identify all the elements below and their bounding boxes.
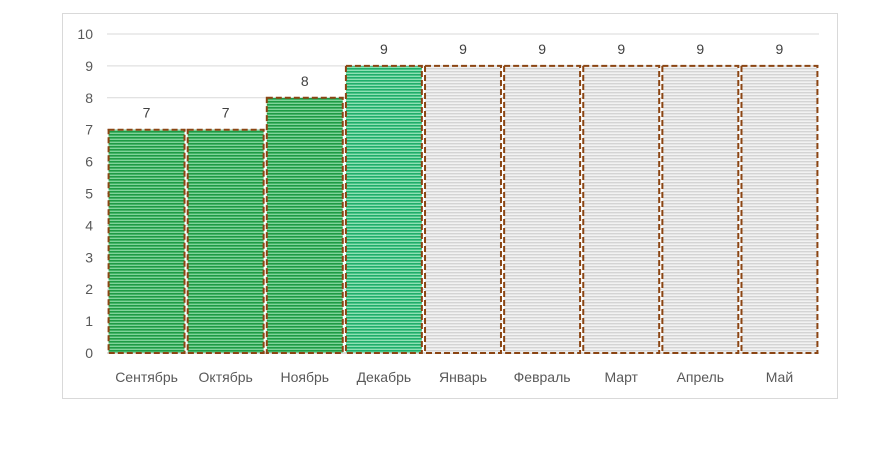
x-category-label: Март xyxy=(604,369,638,385)
y-tick-label: 7 xyxy=(85,122,93,138)
y-tick-label: 6 xyxy=(85,154,93,170)
data-label: 8 xyxy=(301,73,309,89)
data-label: 7 xyxy=(222,105,230,121)
bar-chart: 0 1 2 3 4 5 6 7 8 9 10 7 7 8 9 9 9 9 9 9 Сентябрь Октябрь Но… xyxy=(77,26,819,385)
chart-area: 0 1 2 3 4 5 6 7 8 9 10 7 7 8 9 9 9 9 9 9 Сентябрь Октябрь Но… xyxy=(62,13,838,399)
y-tick-label: 10 xyxy=(77,26,93,42)
data-label: 9 xyxy=(696,41,704,57)
bar-9 xyxy=(740,64,819,355)
y-tick-label: 0 xyxy=(85,345,93,361)
y-tick-label: 5 xyxy=(85,186,93,202)
x-category-label: Ноябрь xyxy=(280,369,329,385)
y-tick-label: 3 xyxy=(85,249,93,265)
x-category-label: Январь xyxy=(439,369,487,385)
bar-3 xyxy=(265,96,344,354)
bar-7 xyxy=(582,64,661,355)
x-category-label: Сентябрь xyxy=(115,369,178,385)
data-label: 9 xyxy=(459,41,467,57)
bar-6 xyxy=(503,64,582,355)
data-label: 7 xyxy=(143,105,151,121)
data-label: 9 xyxy=(538,41,546,57)
y-tick-label: 4 xyxy=(85,217,93,233)
bar-2 xyxy=(186,128,265,354)
bar-5 xyxy=(424,64,502,355)
x-category-label: Декабрь xyxy=(357,369,412,385)
x-category-label: Апрель xyxy=(677,369,725,385)
x-axis-categories: Сентябрь Октябрь Ноябрь Декабрь Январь Феврал… xyxy=(115,369,793,385)
bars xyxy=(107,64,819,355)
y-tick-label: 2 xyxy=(85,281,93,297)
bar-8 xyxy=(661,64,740,355)
data-label: 9 xyxy=(380,41,388,57)
y-tick-label: 1 xyxy=(85,313,93,329)
data-label: 9 xyxy=(776,41,784,57)
bar-4 xyxy=(344,64,423,355)
y-tick-label: 8 xyxy=(85,90,93,106)
y-axis-ticks: 0 1 2 3 4 5 6 7 8 9 10 xyxy=(77,26,93,361)
data-labels: 7 7 8 9 9 9 9 9 9 xyxy=(143,41,784,121)
x-category-label: Октябрь xyxy=(199,369,253,385)
data-label: 9 xyxy=(617,41,625,57)
y-tick-label: 9 xyxy=(85,58,93,74)
bar-1 xyxy=(107,128,186,354)
x-category-label: Февраль xyxy=(514,369,571,385)
x-category-label: Май xyxy=(766,369,793,385)
